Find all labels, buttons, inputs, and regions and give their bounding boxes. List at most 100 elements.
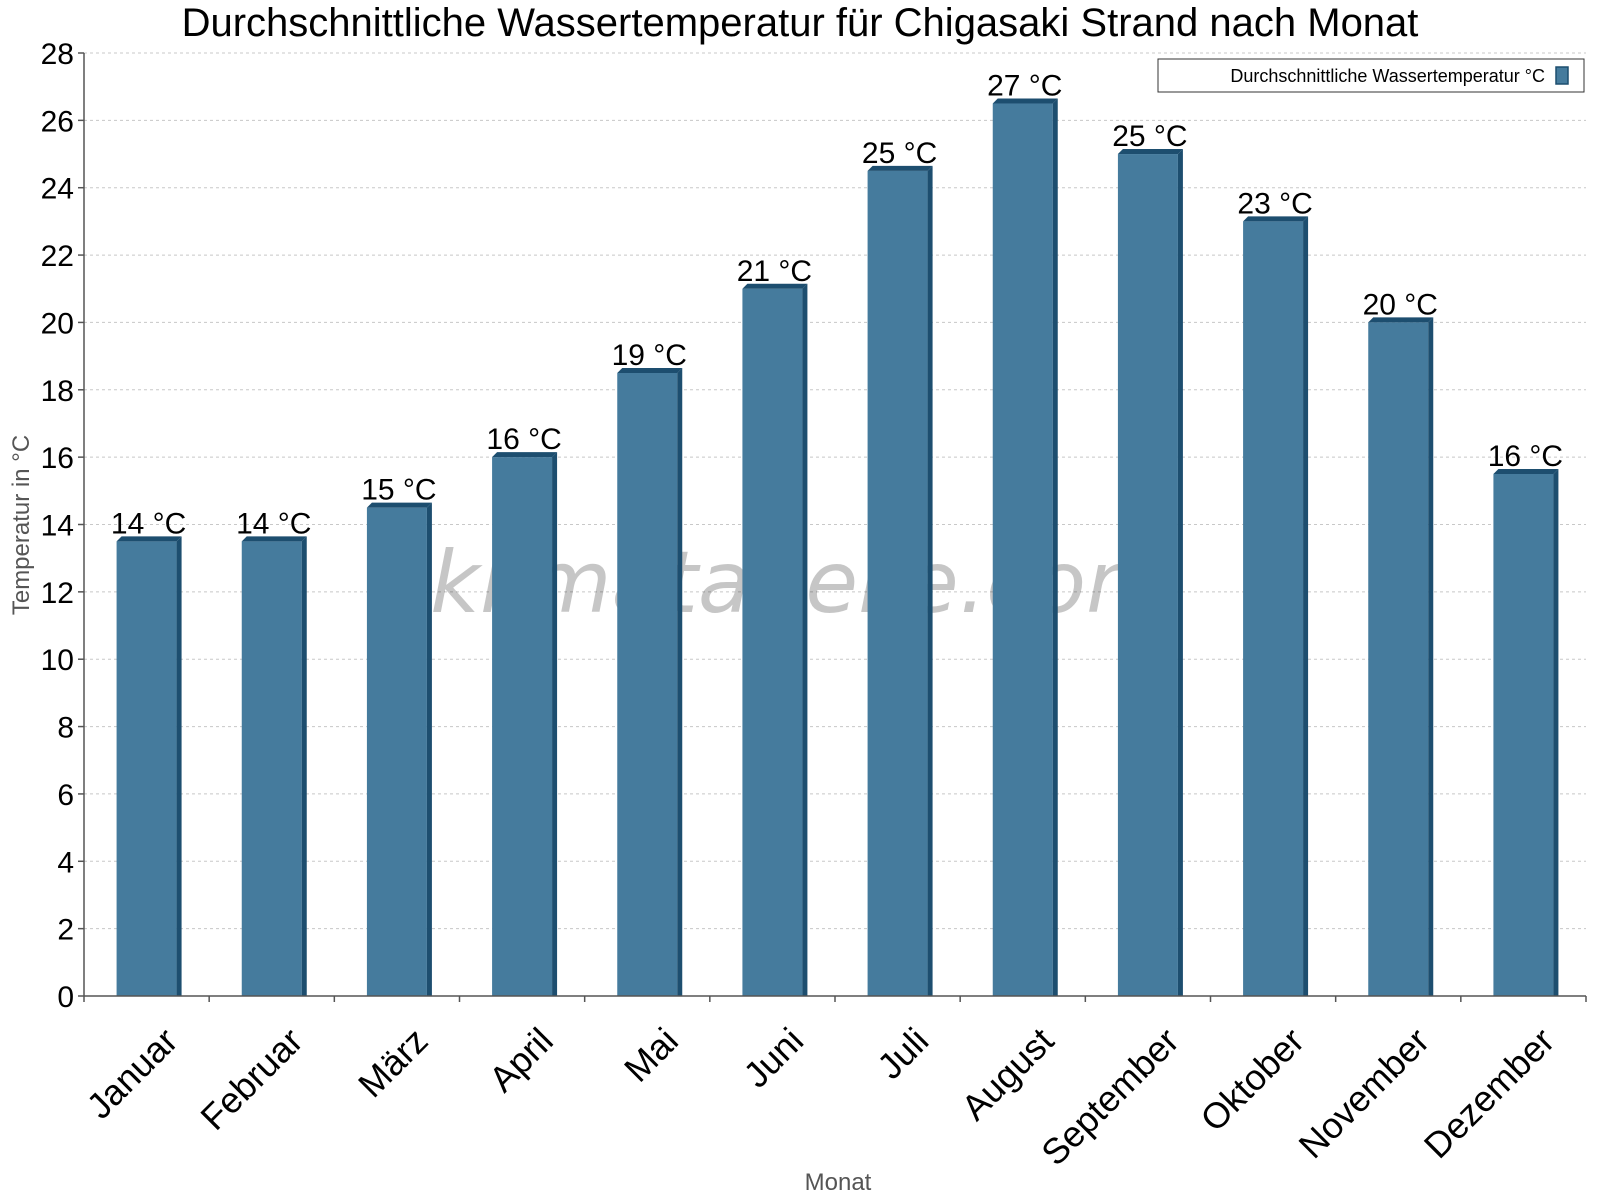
- bar-top: [867, 165, 933, 171]
- bar-front: [366, 507, 427, 996]
- legend-label: Durchschnittliche Wassertemperatur °C: [1230, 66, 1545, 86]
- bar-front: [617, 372, 678, 997]
- y-tick-label: 16: [41, 442, 74, 475]
- legend-box: [1157, 58, 1585, 93]
- x-ticks: Januar Februar März April Mai Juni Juli AugustS…: [79, 1020, 1563, 1174]
- bar-side: [1177, 149, 1183, 997]
- bar-side: [301, 536, 307, 996]
- bar: [742, 283, 808, 996]
- bar-top: [116, 536, 182, 542]
- y-tick-label: 18: [41, 375, 74, 408]
- bar: [1368, 317, 1434, 996]
- bar: [992, 98, 1058, 996]
- bar: [492, 452, 558, 997]
- bar: [366, 502, 432, 996]
- data-label: 14 °C: [111, 507, 186, 540]
- bar: [867, 165, 933, 996]
- bar: [617, 367, 683, 997]
- bar: [116, 536, 182, 996]
- y-tick-label: 14: [41, 510, 74, 543]
- grid: [84, 52, 1586, 930]
- bar: [241, 536, 307, 996]
- y-tick-label: 4: [57, 846, 74, 879]
- y-tick-label: 26: [41, 105, 74, 138]
- x-tick-label: November: [1291, 1020, 1437, 1166]
- x-tick-label: September: [1033, 1020, 1187, 1174]
- bar-front: [1117, 154, 1178, 997]
- bar-top: [366, 502, 432, 508]
- bar-front: [742, 288, 803, 996]
- bar-top: [742, 283, 808, 289]
- x-tick-label: Dezember: [1416, 1020, 1562, 1166]
- bar-front: [1243, 221, 1304, 997]
- chart-title: Durchschnittliche Wassertemperatur für C…: [182, 1, 1419, 45]
- data-label: 20 °C: [1363, 288, 1438, 321]
- y-tick-label: 8: [57, 712, 74, 745]
- legend: Durchschnittliche Wassertemperatur °C: [1157, 58, 1585, 93]
- y-tick-label: 24: [41, 173, 74, 206]
- bar-top: [492, 452, 558, 458]
- bar: [1117, 149, 1183, 997]
- y-tick-label: 12: [41, 577, 74, 610]
- bar-top: [1493, 468, 1559, 474]
- x-axis-label: Monat: [805, 1169, 872, 1196]
- bars: [116, 98, 1559, 997]
- bar-front: [241, 541, 302, 996]
- legend-swatch: [1555, 66, 1569, 85]
- y-tick-label: 6: [57, 779, 74, 812]
- bar-top: [1117, 149, 1183, 155]
- x-tick-label: April: [481, 1020, 561, 1100]
- bar-top: [1368, 317, 1434, 323]
- bar-front: [1368, 322, 1429, 996]
- x-tick-label: Februar: [192, 1020, 310, 1138]
- y-tick-label: 10: [41, 644, 74, 677]
- data-label: 25 °C: [1112, 120, 1187, 153]
- y-tick-label: 22: [41, 240, 74, 273]
- data-label: 16 °C: [486, 423, 561, 456]
- bar-front: [116, 541, 177, 996]
- bar-side: [677, 367, 683, 997]
- bar-side: [1428, 317, 1434, 996]
- bar: [1243, 216, 1309, 997]
- bar-side: [1052, 98, 1058, 996]
- bar: [1493, 468, 1559, 996]
- y-tick-label: 0: [57, 981, 74, 1014]
- data-label: 15 °C: [361, 474, 436, 507]
- x-tick-label: August: [953, 1020, 1061, 1128]
- data-label: 14 °C: [236, 507, 311, 540]
- bar-top: [241, 536, 307, 542]
- bar-side: [426, 502, 432, 996]
- data-label: 19 °C: [612, 339, 687, 372]
- y-tick-label: 2: [57, 914, 74, 947]
- x-tick-label: Mai: [616, 1020, 686, 1090]
- y-axis-label: Temperatur in °C: [8, 435, 35, 615]
- bar-front: [867, 170, 928, 996]
- data-label: 16 °C: [1488, 440, 1563, 473]
- bar-front: [492, 457, 553, 997]
- bar-side: [176, 536, 182, 996]
- bar-side: [1303, 216, 1309, 997]
- bar-top: [617, 367, 683, 373]
- bar-side: [1553, 468, 1559, 996]
- data-label: 23 °C: [1237, 187, 1312, 220]
- data-label: 21 °C: [737, 255, 812, 288]
- y-tick-label: 20: [41, 307, 74, 340]
- bar-top: [1243, 216, 1309, 222]
- bar-side: [552, 452, 558, 997]
- data-label: 25 °C: [862, 137, 937, 170]
- x-tick-label: Januar: [79, 1020, 186, 1127]
- x-tick-label: Juli: [869, 1020, 936, 1087]
- bar-side: [927, 165, 933, 996]
- x-tick-label: Juni: [735, 1020, 811, 1096]
- data-labels: 14 °C 14 °C 15 °C 16 °C 19 °C 21 °C 25 °C 27 °C…: [111, 70, 1563, 541]
- bar-top: [992, 98, 1058, 104]
- bar-front: [1493, 473, 1554, 996]
- bar-side: [802, 283, 808, 996]
- x-tick-label: Oktober: [1192, 1020, 1312, 1140]
- x-tick-label: März: [350, 1020, 436, 1106]
- bar-front: [992, 103, 1053, 996]
- data-label: 27 °C: [987, 70, 1062, 103]
